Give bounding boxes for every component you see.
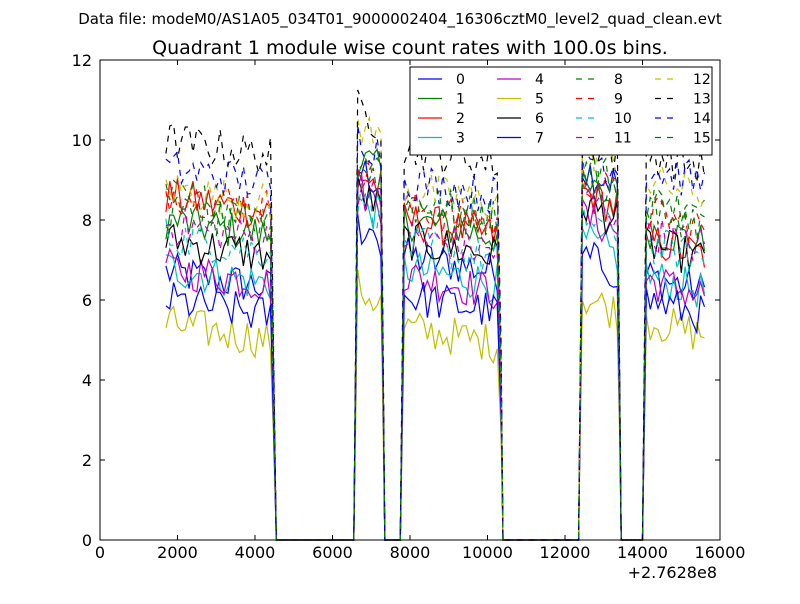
series-line-13 (165, 89, 706, 541)
series-line-7 (165, 213, 706, 541)
legend-label-7: 7 (535, 131, 544, 147)
legend-label-1: 1 (456, 92, 465, 108)
x-offset-label: +2.7628e8 (628, 563, 717, 582)
x-tick-label: 0 (95, 543, 105, 562)
x-tick-label: 14000 (617, 543, 668, 562)
legend-label-3: 3 (456, 131, 465, 147)
chart-title: Quadrant 1 module wise count rates with … (152, 37, 668, 59)
x-tick-label: 8000 (390, 543, 431, 562)
x-tick-label: 12000 (540, 543, 591, 562)
legend-label-14: 14 (693, 111, 711, 127)
y-tick-label: 8 (82, 211, 92, 230)
series-line-11 (165, 180, 706, 541)
series-line-14 (165, 124, 706, 541)
legend-label-5: 5 (535, 92, 544, 108)
series-line-4 (165, 173, 706, 541)
legend-label-0: 0 (456, 72, 465, 88)
series-layer (165, 89, 706, 541)
y-tick-label: 6 (82, 291, 92, 310)
ticks-layer: 0 2000 4000 6000 8000 10000 12000 14000 16000 0 2 4… (72, 51, 746, 562)
legend-label-2: 2 (456, 111, 465, 127)
data-file-header: Data file: modeM0/AS1A05_034T01_90000024… (78, 10, 722, 29)
legend-label-13: 13 (693, 92, 711, 108)
legend-label-4: 4 (535, 72, 544, 88)
y-tick-label: 12 (72, 51, 92, 70)
y-tick-label: 4 (82, 371, 92, 390)
legend-label-11: 11 (614, 131, 632, 147)
x-tick-label: 6000 (312, 543, 353, 562)
legend-box (409, 66, 713, 156)
series-line-6 (165, 176, 706, 541)
y-tick-label: 10 (72, 131, 92, 150)
legend-label-6: 6 (535, 111, 544, 127)
series-line-5 (165, 269, 705, 541)
legend-label-15: 15 (693, 131, 711, 147)
series-line-10 (165, 183, 706, 541)
legend-label-10: 10 (614, 111, 632, 127)
legend-label-12: 12 (693, 72, 711, 88)
series-line-9 (165, 160, 706, 541)
legend-label-9: 9 (614, 92, 623, 108)
x-tick-label: 2000 (157, 543, 198, 562)
y-tick-label: 0 (82, 531, 92, 550)
y-tick-label: 2 (82, 451, 92, 470)
x-tick-label: 16000 (695, 543, 746, 562)
series-line-0 (165, 160, 706, 541)
legend-label-8: 8 (614, 72, 623, 88)
x-tick-label: 10000 (462, 543, 513, 562)
x-tick-label: 4000 (235, 543, 276, 562)
